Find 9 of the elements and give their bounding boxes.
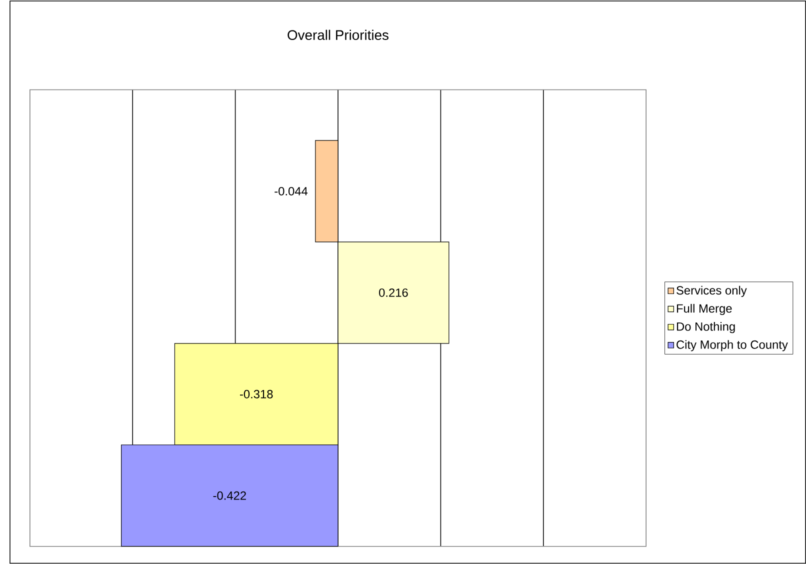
data-label: 0.216 bbox=[379, 288, 408, 298]
legend-label: Full Merge bbox=[676, 304, 732, 316]
chart-title: Overall Priorities bbox=[288, 30, 388, 40]
data-label: -0.318 bbox=[240, 390, 273, 398]
data-label: -0.044 bbox=[274, 187, 308, 196]
data-label: -0.422 bbox=[213, 492, 246, 500]
legend-label: Services only bbox=[676, 286, 747, 298]
legend-label: Do Nothing bbox=[676, 322, 735, 334]
legend-label: City Morph to County bbox=[676, 340, 788, 352]
